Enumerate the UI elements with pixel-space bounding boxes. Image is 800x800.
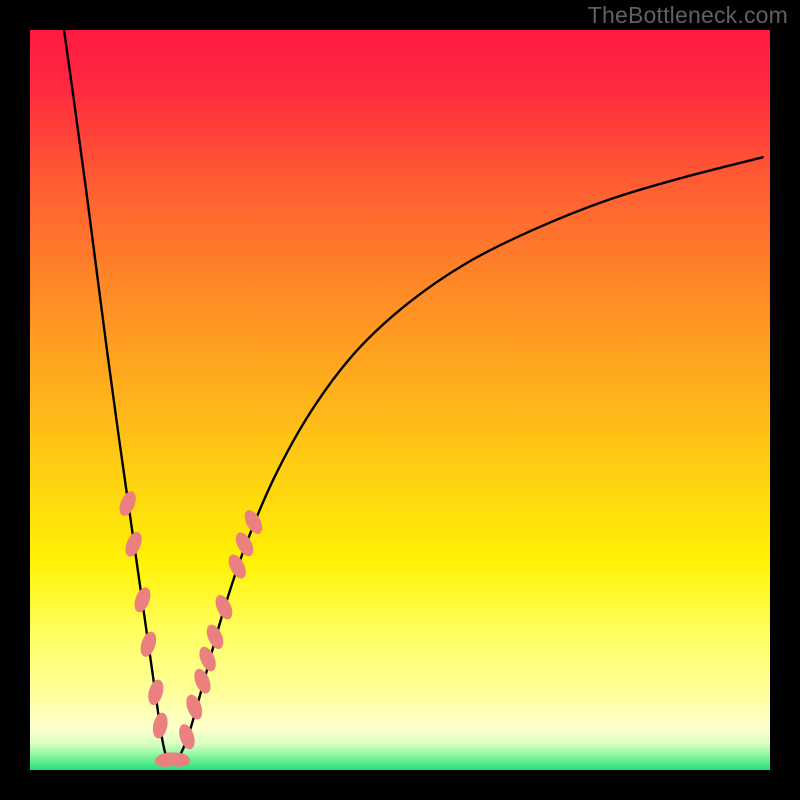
chart-container: TheBottleneck.com [0, 0, 800, 800]
bottleneck-curve-chart [0, 0, 800, 800]
watermark-text: TheBottleneck.com [588, 2, 788, 29]
